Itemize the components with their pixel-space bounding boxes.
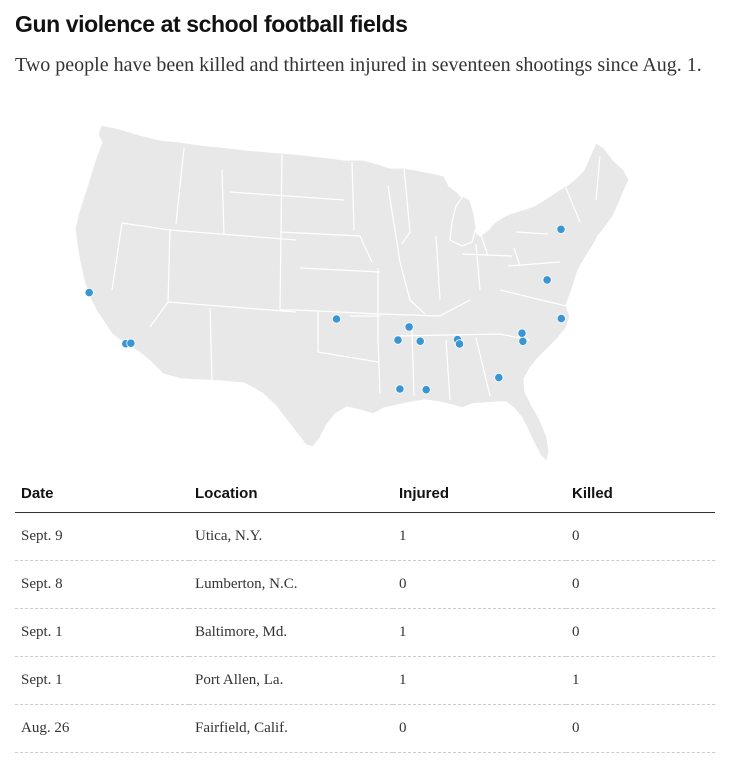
cell-date: Sept. 9 (15, 512, 189, 561)
cell-date: Sept. 1 (15, 656, 189, 705)
chart-title: Gun violence at school football fields (15, 11, 408, 37)
incident-marker (331, 314, 342, 324)
chart-subtitle: Two people have been killed and thirteen… (15, 54, 702, 76)
column-header-location: Location (189, 474, 393, 513)
state-borders (111, 147, 601, 401)
cell-injured: 0 (393, 560, 566, 609)
contiguous-us-landmass (74, 124, 630, 464)
incident-marker (556, 224, 566, 234)
cell-injured: 1 (393, 656, 566, 705)
cell-killed: 0 (566, 512, 715, 561)
column-header-killed: Killed (566, 474, 715, 513)
incident-marker (517, 328, 527, 338)
shootings-table: Date Location Injured Killed Sept. 9 Uti… (15, 474, 715, 753)
incident-marker (421, 385, 431, 395)
cell-killed: 0 (566, 608, 715, 657)
cell-injured: 1 (393, 608, 566, 657)
cell-location: Baltimore, Md. (189, 608, 393, 657)
table-row: Sept. 1 Baltimore, Md. 1 0 (15, 608, 715, 657)
cell-location: Utica, N.Y. (189, 512, 393, 561)
lower-michigan (449, 195, 477, 247)
table-header-row: Date Location Injured Killed (15, 474, 715, 513)
cell-date: Sept. 8 (15, 560, 189, 609)
incident-marker (494, 372, 504, 383)
incident-marker (395, 384, 405, 394)
incident-markers (84, 224, 566, 395)
cell-location: Port Allen, La. (189, 656, 393, 705)
cell-location: Fairfield, Calif. (189, 704, 393, 753)
incident-marker (126, 338, 136, 348)
incident-marker (393, 335, 403, 345)
column-header-date: Date (15, 474, 189, 513)
incident-marker (542, 275, 552, 285)
incident-marker (415, 336, 425, 346)
cell-injured: 0 (393, 704, 566, 753)
table-row: Sept. 1 Port Allen, La. 1 1 (15, 656, 715, 705)
incident-marker (556, 313, 566, 324)
cell-killed: 1 (566, 656, 715, 705)
table-row: Sept. 8 Lumberton, N.C. 0 0 (15, 560, 715, 609)
incident-marker (518, 336, 528, 346)
incident-marker (84, 287, 94, 298)
cell-injured: 1 (393, 512, 566, 561)
us-map (74, 124, 630, 464)
cell-date: Sept. 1 (15, 608, 189, 657)
cell-killed: 0 (566, 704, 715, 753)
us-land (74, 124, 630, 464)
column-header-injured: Injured (393, 474, 566, 513)
cell-killed: 0 (566, 560, 715, 609)
incident-marker (404, 322, 414, 332)
cell-date: Aug. 26 (15, 704, 189, 753)
table-row: Sept. 9 Utica, N.Y. 1 0 (15, 512, 715, 561)
incident-marker (454, 339, 465, 349)
cell-location: Lumberton, N.C. (189, 560, 393, 609)
table-row: Aug. 26 Fairfield, Calif. 0 0 (15, 704, 715, 753)
